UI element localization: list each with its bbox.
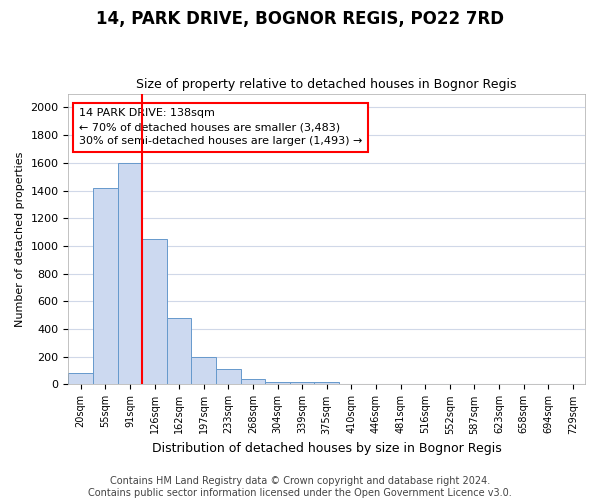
Bar — [93, 188, 118, 384]
Bar — [68, 374, 93, 384]
Y-axis label: Number of detached properties: Number of detached properties — [15, 152, 25, 326]
Text: 14 PARK DRIVE: 138sqm
← 70% of detached houses are smaller (3,483)
30% of semi-d: 14 PARK DRIVE: 138sqm ← 70% of detached … — [79, 108, 362, 146]
Bar — [118, 163, 142, 384]
Bar — [265, 382, 290, 384]
X-axis label: Distribution of detached houses by size in Bognor Regis: Distribution of detached houses by size … — [152, 442, 502, 455]
Text: Contains HM Land Registry data © Crown copyright and database right 2024.
Contai: Contains HM Land Registry data © Crown c… — [88, 476, 512, 498]
Bar — [216, 369, 241, 384]
Bar — [290, 382, 314, 384]
Bar — [241, 379, 265, 384]
Bar — [191, 356, 216, 384]
Text: 14, PARK DRIVE, BOGNOR REGIS, PO22 7RD: 14, PARK DRIVE, BOGNOR REGIS, PO22 7RD — [96, 10, 504, 28]
Bar — [167, 318, 191, 384]
Title: Size of property relative to detached houses in Bognor Regis: Size of property relative to detached ho… — [136, 78, 517, 91]
Bar — [314, 382, 339, 384]
Bar — [142, 239, 167, 384]
